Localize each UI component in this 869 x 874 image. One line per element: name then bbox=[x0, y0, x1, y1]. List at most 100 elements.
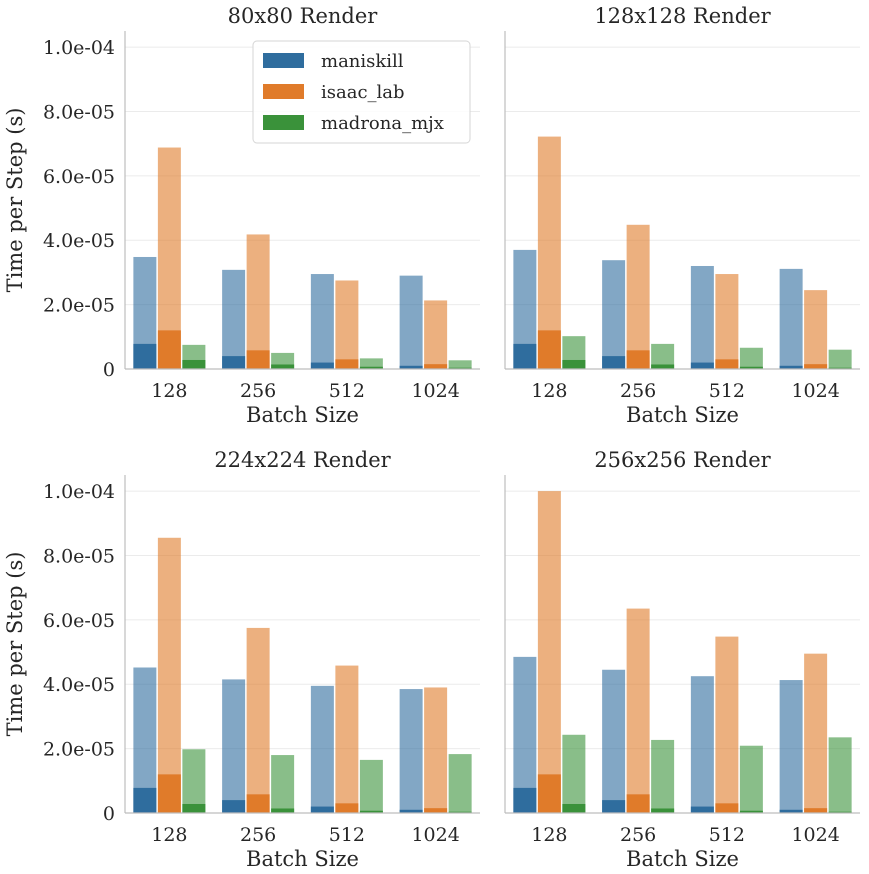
bar-isaac_lab-total-1024 bbox=[804, 290, 828, 369]
x-tick-label: 256 bbox=[240, 380, 276, 402]
bar-isaac_lab-total-512 bbox=[335, 665, 359, 813]
x-tick-label: 256 bbox=[240, 824, 276, 846]
bar-maniskill-base-256 bbox=[222, 800, 246, 813]
x-tick-label: 1024 bbox=[791, 824, 839, 846]
chart-title: 128x128 Render bbox=[594, 4, 771, 28]
bar-maniskill-total-512 bbox=[690, 265, 714, 369]
bar-isaac_lab-total-256 bbox=[626, 224, 650, 369]
x-axis-label: Batch Size bbox=[626, 847, 739, 871]
bar-isaac_lab-base-256 bbox=[246, 794, 270, 813]
bar-isaac_lab-total-512 bbox=[715, 636, 739, 813]
bar-isaac_lab-total-128 bbox=[537, 491, 561, 813]
y-tick-label: 0 bbox=[103, 359, 115, 381]
bar-madrona_mjx-base-1024 bbox=[828, 367, 852, 369]
bar-madrona_mjx-total-1024 bbox=[828, 737, 852, 813]
chart-title: 256x256 Render bbox=[594, 448, 771, 472]
x-tick-label: 128 bbox=[531, 824, 567, 846]
y-tick-label: 1.0e-04 bbox=[43, 37, 115, 59]
x-axis-label: Batch Size bbox=[246, 847, 359, 871]
bar-madrona_mjx-total-512 bbox=[359, 358, 383, 369]
y-tick-label: 6.0e-05 bbox=[43, 610, 115, 632]
bar-isaac_lab-total-256 bbox=[246, 234, 270, 369]
bar-madrona_mjx-total-1024 bbox=[448, 360, 472, 369]
bar-isaac_lab-base-128 bbox=[157, 330, 181, 369]
bar-maniskill-total-512 bbox=[690, 676, 714, 813]
bar-madrona_mjx-base-1024 bbox=[448, 811, 472, 813]
bar-madrona_mjx-base-256 bbox=[271, 364, 295, 369]
x-axis-label: Batch Size bbox=[626, 403, 739, 427]
x-tick-label: 128 bbox=[531, 380, 567, 402]
x-tick-label: 512 bbox=[329, 380, 365, 402]
bar-maniskill-total-128 bbox=[513, 249, 537, 369]
bar-madrona_mjx-total-256 bbox=[651, 343, 675, 369]
x-tick-label: 128 bbox=[151, 824, 187, 846]
legend-swatch-isaac_lab bbox=[263, 84, 304, 99]
bar-maniskill-total-256 bbox=[602, 260, 626, 369]
bar-maniskill-base-1024 bbox=[399, 365, 423, 369]
x-tick-label: 128 bbox=[151, 380, 187, 402]
y-axis-label: Time per Step (s) bbox=[3, 552, 27, 737]
x-axis-label: Batch Size bbox=[246, 403, 359, 427]
y-tick-label: 4.0e-05 bbox=[43, 674, 115, 696]
bar-maniskill-total-128 bbox=[133, 667, 157, 813]
bar-maniskill-base-512 bbox=[310, 362, 334, 369]
bar-isaac_lab-base-1024 bbox=[804, 364, 828, 369]
bar-madrona_mjx-total-1024 bbox=[828, 349, 852, 369]
bar-maniskill-total-1024 bbox=[779, 680, 803, 813]
bar-madrona_mjx-base-1024 bbox=[828, 811, 852, 813]
bar-madrona_mjx-total-512 bbox=[739, 347, 763, 369]
bar-maniskill-base-128 bbox=[133, 787, 157, 813]
bar-isaac_lab-total-512 bbox=[715, 274, 739, 369]
legend-label-maniskill: maniskill bbox=[321, 51, 404, 72]
y-tick-label: 2.0e-05 bbox=[43, 739, 115, 761]
bar-isaac_lab-total-256 bbox=[246, 627, 270, 813]
bar-madrona_mjx-base-128 bbox=[182, 359, 206, 369]
bar-maniskill-base-128 bbox=[513, 343, 537, 369]
legend-swatch-madrona_mjx bbox=[263, 115, 304, 130]
bar-madrona_mjx-total-256 bbox=[271, 755, 295, 813]
bar-madrona_mjx-total-128 bbox=[562, 734, 586, 813]
bar-isaac_lab-base-128 bbox=[157, 774, 181, 813]
bar-isaac_lab-total-512 bbox=[335, 280, 359, 369]
x-tick-label: 512 bbox=[709, 824, 745, 846]
bar-madrona_mjx-total-128 bbox=[182, 749, 206, 813]
chart-title: 80x80 Render bbox=[228, 4, 379, 28]
bar-isaac_lab-base-256 bbox=[246, 350, 270, 369]
bar-maniskill-base-512 bbox=[310, 806, 334, 813]
x-tick-label: 1024 bbox=[411, 824, 459, 846]
legend-box bbox=[252, 40, 471, 144]
bar-maniskill-base-256 bbox=[602, 356, 626, 369]
bar-madrona_mjx-total-512 bbox=[739, 745, 763, 813]
bar-madrona_mjx-base-512 bbox=[739, 366, 763, 369]
bar-maniskill-total-1024 bbox=[779, 268, 803, 369]
bar-isaac_lab-total-128 bbox=[537, 136, 561, 369]
bar-isaac_lab-base-512 bbox=[715, 803, 739, 813]
bar-maniskill-total-128 bbox=[133, 256, 157, 369]
y-tick-label: 2.0e-05 bbox=[43, 295, 115, 317]
bar-isaac_lab-base-512 bbox=[715, 359, 739, 369]
bar-madrona_mjx-base-128 bbox=[182, 803, 206, 813]
bar-madrona_mjx-total-1024 bbox=[448, 754, 472, 813]
bar-isaac_lab-base-1024 bbox=[424, 808, 448, 813]
bar-isaac_lab-total-256 bbox=[626, 608, 650, 813]
legend-label-isaac_lab: isaac_lab bbox=[321, 82, 405, 103]
bar-maniskill-total-512 bbox=[310, 274, 334, 369]
chart-title: 224x224 Render bbox=[214, 448, 391, 472]
bar-madrona_mjx-base-512 bbox=[359, 366, 383, 369]
bar-madrona_mjx-base-256 bbox=[651, 364, 675, 369]
bar-madrona_mjx-total-512 bbox=[359, 759, 383, 813]
bar-maniskill-base-128 bbox=[513, 787, 537, 813]
bar-isaac_lab-base-256 bbox=[626, 350, 650, 369]
y-tick-label: 4.0e-05 bbox=[43, 230, 115, 252]
bar-maniskill-total-512 bbox=[310, 685, 334, 813]
bar-isaac_lab-base-512 bbox=[335, 803, 359, 813]
bar-madrona_mjx-total-256 bbox=[651, 739, 675, 813]
bar-isaac_lab-base-1024 bbox=[804, 808, 828, 813]
bar-maniskill-total-256 bbox=[222, 679, 246, 813]
bar-maniskill-total-256 bbox=[602, 669, 626, 813]
bar-madrona_mjx-base-128 bbox=[562, 803, 586, 813]
bar-isaac_lab-base-1024 bbox=[424, 364, 448, 369]
bar-madrona_mjx-base-128 bbox=[562, 359, 586, 369]
bar-isaac_lab-total-128 bbox=[157, 537, 181, 813]
y-tick-label: 6.0e-05 bbox=[43, 166, 115, 188]
